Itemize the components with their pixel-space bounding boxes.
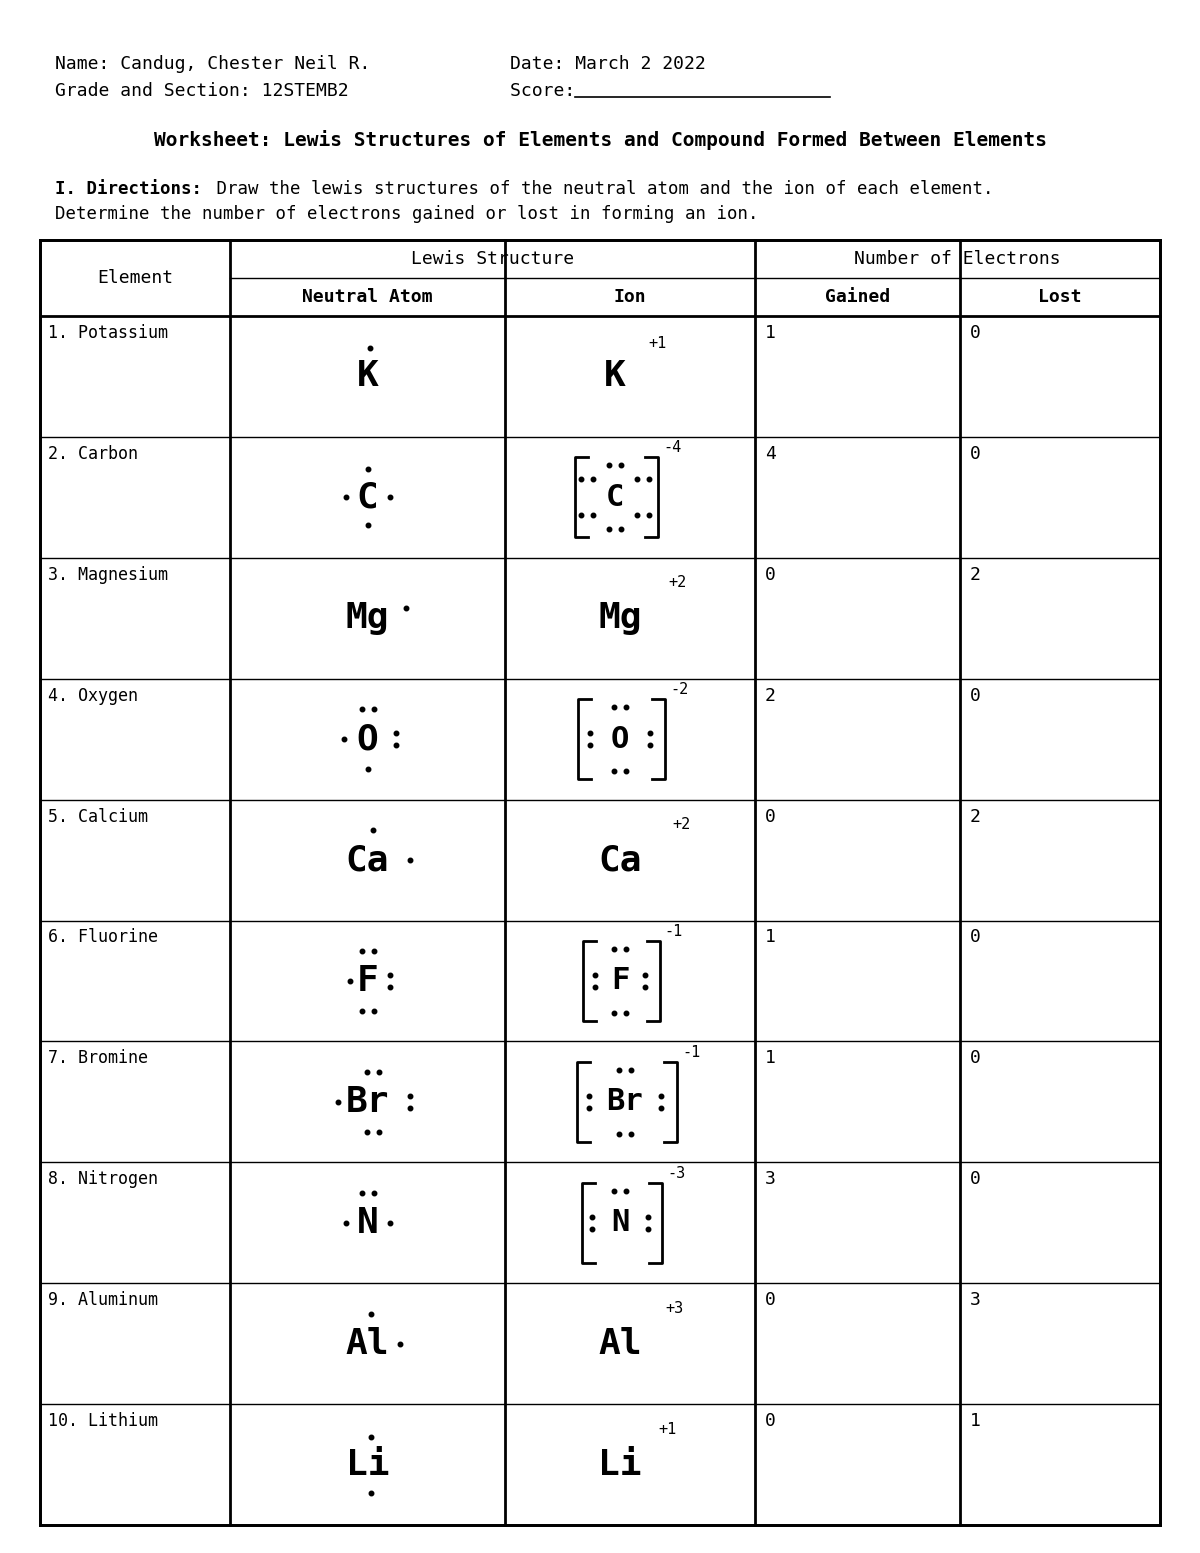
Text: 6. Fluorine: 6. Fluorine — [48, 929, 158, 946]
Text: Ion: Ion — [613, 287, 647, 306]
Text: 0: 0 — [970, 929, 980, 946]
Text: 3: 3 — [766, 1171, 776, 1188]
Text: 3. Magnesium: 3. Magnesium — [48, 565, 168, 584]
Text: Element: Element — [97, 269, 173, 287]
Text: +1: +1 — [648, 337, 666, 351]
Text: Li: Li — [346, 1447, 389, 1482]
Text: 0: 0 — [766, 1412, 776, 1430]
Text: Br: Br — [346, 1086, 389, 1118]
Text: 0: 0 — [970, 686, 980, 705]
Text: 0: 0 — [970, 1171, 980, 1188]
Text: -4: -4 — [662, 441, 682, 455]
Text: N: N — [356, 1205, 378, 1239]
Text: +2: +2 — [672, 817, 690, 832]
Text: 2: 2 — [766, 686, 776, 705]
Text: 2: 2 — [970, 565, 980, 584]
Text: 2: 2 — [970, 808, 980, 826]
Text: C: C — [606, 483, 624, 512]
Text: Br: Br — [607, 1087, 643, 1117]
Text: 3: 3 — [970, 1291, 980, 1309]
Text: 2. Carbon: 2. Carbon — [48, 444, 138, 463]
Text: F: F — [356, 964, 378, 999]
Text: 0: 0 — [970, 444, 980, 463]
Text: -3: -3 — [667, 1166, 685, 1180]
Text: 0: 0 — [766, 1291, 776, 1309]
Bar — [40, 241, 1160, 1525]
Text: 1: 1 — [970, 1412, 980, 1430]
Text: Score:: Score: — [510, 82, 586, 99]
Text: 5. Calcium: 5. Calcium — [48, 808, 148, 826]
Text: 0: 0 — [766, 808, 776, 826]
Text: 10. Lithium: 10. Lithium — [48, 1412, 158, 1430]
Text: 4. Oxygen: 4. Oxygen — [48, 686, 138, 705]
Text: Number of Electrons: Number of Electrons — [854, 250, 1061, 269]
Text: 1: 1 — [766, 929, 776, 946]
Text: Draw the lewis structures of the neutral atom and the ion of each element.: Draw the lewis structures of the neutral… — [206, 180, 994, 197]
Text: Worksheet: Lewis Structures of Elements and Compound Formed Between Elements: Worksheet: Lewis Structures of Elements … — [154, 130, 1046, 151]
Text: C: C — [356, 480, 378, 514]
Text: Mg: Mg — [599, 601, 642, 635]
Text: 0: 0 — [970, 1050, 980, 1067]
Text: -1: -1 — [664, 924, 683, 940]
Text: Li: Li — [599, 1447, 642, 1482]
Text: O: O — [611, 725, 629, 753]
Text: I. Directions:: I. Directions: — [55, 180, 202, 197]
Text: K: K — [356, 359, 378, 393]
Text: 4: 4 — [766, 444, 776, 463]
Text: 9. Aluminum: 9. Aluminum — [48, 1291, 158, 1309]
Text: +2: +2 — [668, 575, 686, 590]
Text: F: F — [611, 966, 629, 995]
Text: 1: 1 — [766, 325, 776, 342]
Text: 8. Nitrogen: 8. Nitrogen — [48, 1171, 158, 1188]
Text: 7. Bromine: 7. Bromine — [48, 1050, 148, 1067]
Text: Date: March 2 2022: Date: March 2 2022 — [510, 54, 706, 73]
Text: Al: Al — [599, 1326, 642, 1360]
Text: N: N — [611, 1208, 629, 1238]
Text: Grade and Section: 12STEMB2: Grade and Section: 12STEMB2 — [55, 82, 349, 99]
Text: 1: 1 — [766, 1050, 776, 1067]
Text: Mg: Mg — [346, 601, 389, 635]
Text: 1. Potassium: 1. Potassium — [48, 325, 168, 342]
Text: Neutral Atom: Neutral Atom — [302, 287, 433, 306]
Text: Name: Candug, Chester Neil R.: Name: Candug, Chester Neil R. — [55, 54, 371, 73]
Text: 0: 0 — [970, 325, 980, 342]
Text: -1: -1 — [682, 1045, 701, 1059]
Text: 0: 0 — [766, 565, 776, 584]
Text: +1: +1 — [658, 1421, 677, 1437]
Text: Lost: Lost — [1038, 287, 1081, 306]
Text: Al: Al — [346, 1326, 389, 1360]
Text: -2: -2 — [670, 682, 689, 697]
Text: Gained: Gained — [824, 287, 890, 306]
Text: Ca: Ca — [346, 843, 389, 877]
Text: +3: +3 — [665, 1301, 683, 1315]
Text: Determine the number of electrons gained or lost in forming an ion.: Determine the number of electrons gained… — [55, 205, 758, 224]
Text: Lewis Structure: Lewis Structure — [410, 250, 574, 269]
Text: O: O — [356, 722, 378, 756]
Text: K: K — [604, 359, 626, 393]
Text: Ca: Ca — [599, 843, 642, 877]
